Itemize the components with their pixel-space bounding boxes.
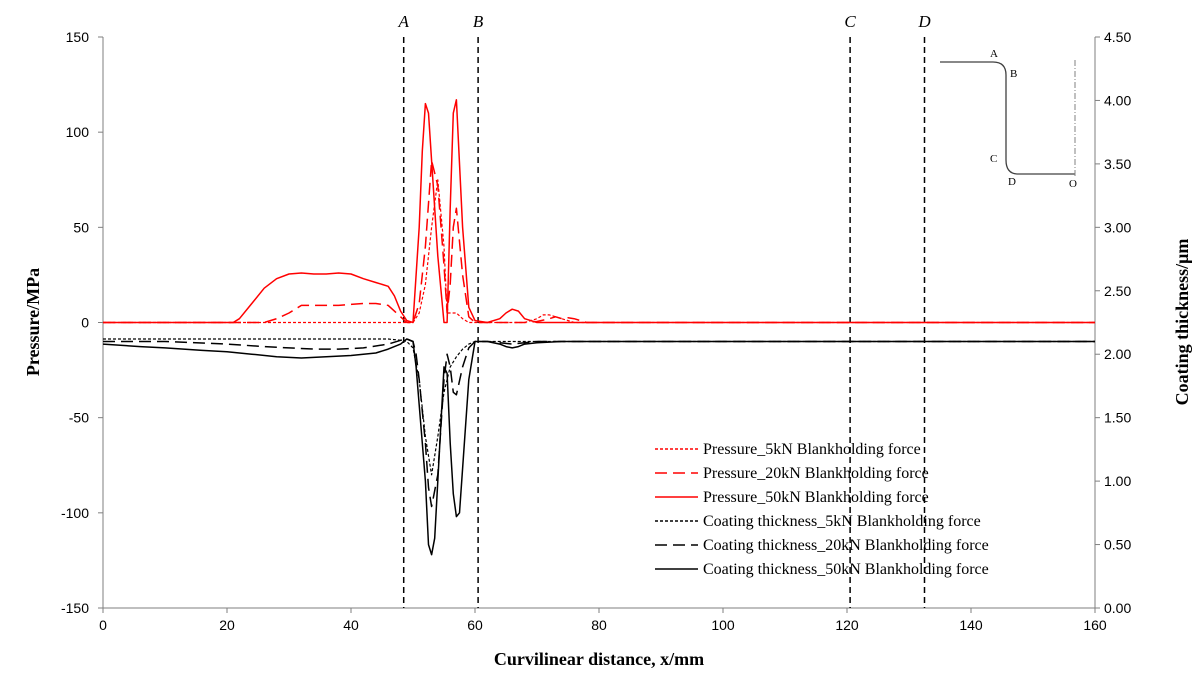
legend-label-2: Pressure_20kN Blankholding force: [703, 465, 929, 482]
x-tick-label: 160: [1083, 617, 1107, 633]
y-left-tick-label: -150: [61, 600, 89, 616]
y-right-tick-label: 1.50: [1104, 410, 1131, 426]
x-tick-label: 60: [467, 617, 483, 633]
y-right-tick-label: 2.00: [1104, 346, 1131, 362]
series-layer: [102, 99, 1095, 556]
y-left-tick-label: -100: [61, 505, 89, 521]
y-right-tick-label: 3.50: [1104, 156, 1131, 172]
y-right-tick-label: 3.00: [1104, 219, 1131, 235]
series-line-5: [103, 338, 1095, 508]
inset-label-o: O: [1069, 178, 1077, 190]
x-tick-label: 140: [959, 617, 983, 633]
y-right-tick-label: 4.50: [1104, 29, 1131, 45]
marker-label-b: B: [473, 12, 484, 31]
x-tick-label: 40: [343, 617, 359, 633]
series-line-1: [103, 179, 1095, 324]
legend-label-5: Coating thickness_20kN Blankholding forc…: [703, 537, 989, 554]
marker-label-a: A: [398, 12, 410, 31]
legend: Pressure_5kN Blankholding force Pressure_…: [655, 441, 989, 578]
inset-label-a: A: [990, 48, 998, 60]
x-tick-label: 120: [835, 617, 859, 633]
y-left-tick-label: 100: [66, 124, 90, 140]
inset-profile: [940, 61, 1075, 175]
legend-label-4: Coating thickness_5kN Blankholding force: [703, 513, 981, 530]
legend-label-3: Pressure_50kN Blankholding force: [703, 489, 929, 506]
x-tick-label: 0: [99, 617, 107, 633]
series-line-6: [102, 338, 1095, 556]
y-right-tick-label: 2.50: [1104, 283, 1131, 299]
inset-schematic: A B C D O: [940, 48, 1077, 190]
ticks-layer: 0 20 40 60 80 100 120 140 160 150 100 50 0 -50 -100 -15…: [61, 29, 1131, 633]
y-left-tick-label: 150: [66, 29, 90, 45]
y-left-axis-title: Pressure/MPa: [23, 268, 43, 376]
inset-label-c: C: [990, 153, 997, 165]
y-left-tick-label: 50: [73, 219, 89, 235]
series-line-2: [103, 159, 1095, 324]
x-tick-label: 100: [711, 617, 735, 633]
y-left-tick-label: -50: [69, 410, 89, 426]
y-right-tick-label: 0.00: [1104, 600, 1131, 616]
y-right-tick-label: 4.00: [1104, 92, 1131, 108]
marker-label-c: C: [844, 12, 856, 31]
inset-label-b: B: [1010, 68, 1017, 80]
y-right-axis-title: Coating thickness/μm: [1172, 239, 1192, 406]
y-right-tick-label: 1.00: [1104, 473, 1131, 489]
x-axis-title: Curvilinear distance, x/mm: [494, 649, 704, 669]
x-tick-label: 20: [219, 617, 235, 633]
y-left-tick-label: 0: [81, 315, 89, 331]
series-line-3: [103, 99, 1095, 324]
legend-label-1: Pressure_5kN Blankholding force: [703, 441, 921, 458]
inset-label-d: D: [1008, 176, 1016, 188]
y-right-tick-label: 0.50: [1104, 537, 1131, 553]
legend-label-6: Coating thickness_50kN Blankholding forc…: [703, 561, 989, 578]
marker-label-d: D: [917, 12, 931, 31]
x-tick-label: 80: [591, 617, 607, 633]
